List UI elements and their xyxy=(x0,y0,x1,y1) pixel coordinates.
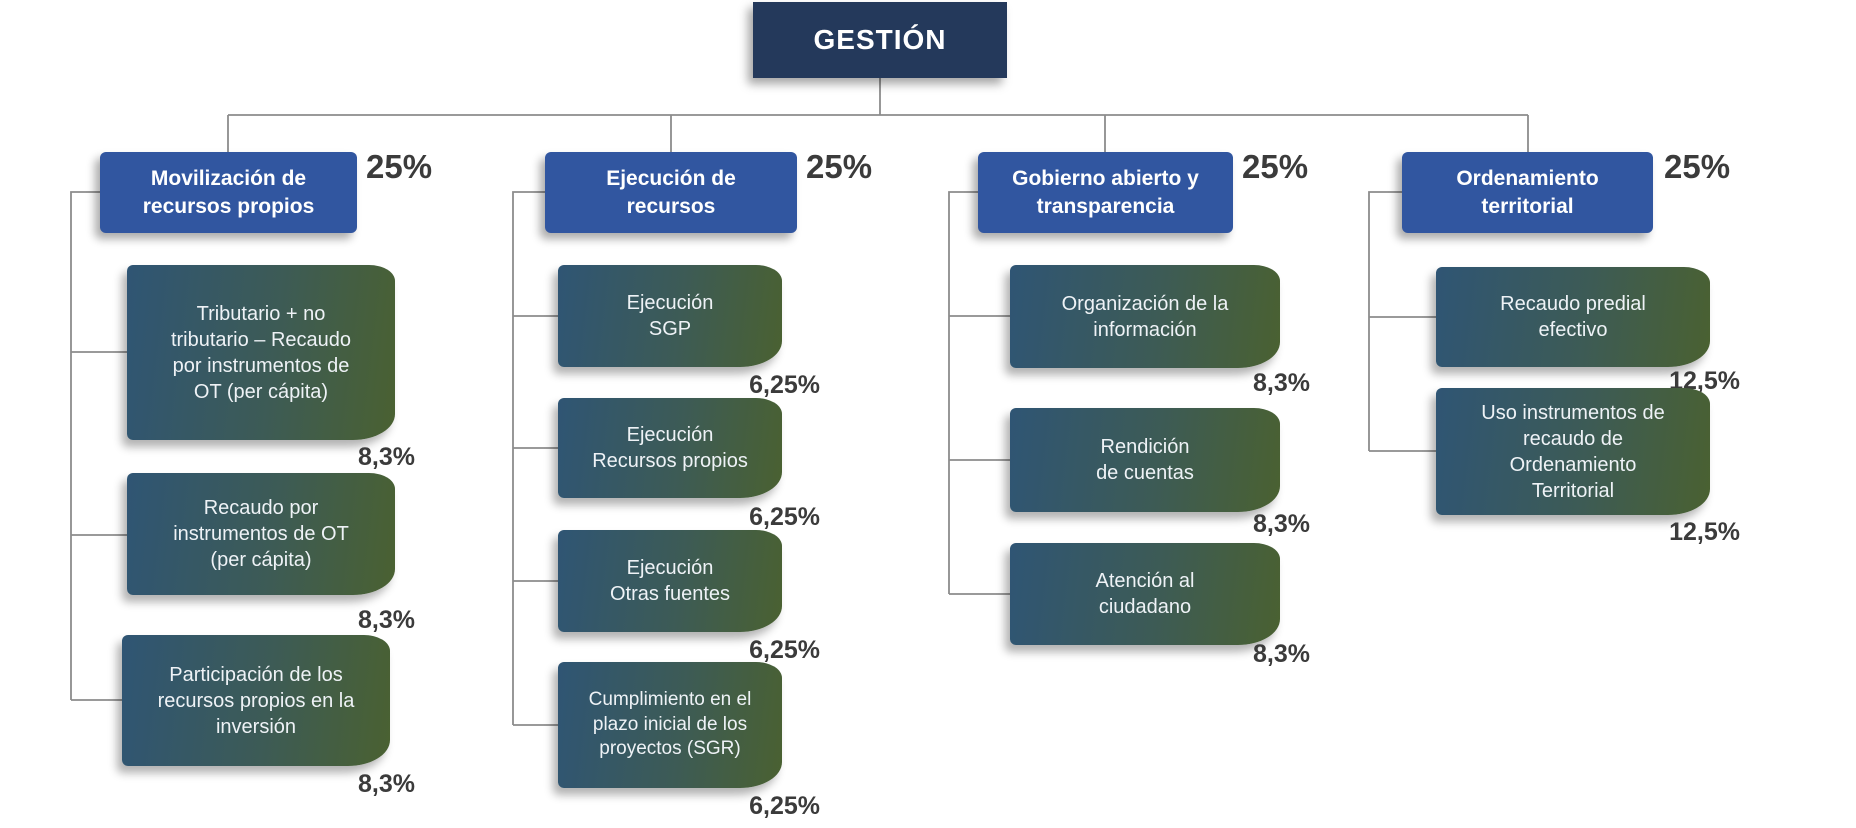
indicator-label: Recaudo por instrumentos de OT (per cápi… xyxy=(173,497,349,571)
indicator-label: Recaudo predial efectivo xyxy=(1500,293,1646,341)
indicator-weight: 8,3% xyxy=(1253,640,1310,668)
indicator-label: Ejecución SGP xyxy=(626,292,714,340)
indicator-label: Uso instrumentos de recaudo de Ordenamie… xyxy=(1481,401,1665,502)
indicator-label: Atención al ciudadano xyxy=(1095,570,1195,618)
branch-ejecucion-label: Ejecución de recursos xyxy=(606,167,736,218)
branch-gobierno-abierto-weight: 25% xyxy=(1242,148,1309,185)
indicator-weight: 6,25% xyxy=(749,636,820,664)
indicator-weight: 6,25% xyxy=(749,792,820,820)
branch-ordenamiento-label: Ordenamiento territorial xyxy=(1456,167,1599,218)
col3-spine xyxy=(948,191,1010,595)
indicator-label: Tributario + no tributario – Recaudo por… xyxy=(170,302,352,403)
indicator-organizacion-informacion: Organización de la información xyxy=(1010,265,1280,368)
branch-gobierno-abierto-label: Gobierno abierto y transparencia xyxy=(1012,167,1199,218)
indicator-label: Participación de los recursos propios en… xyxy=(157,663,355,738)
branch-movilizacion: Movilización de recursos propios xyxy=(100,152,357,233)
indicator-label: Ejecución Recursos propios xyxy=(592,424,748,472)
root-node-gestion: GESTIÓN xyxy=(753,2,1007,78)
branch-ejecucion-weight: 25% xyxy=(806,148,873,185)
indicator-weight: 6,25% xyxy=(749,503,820,531)
indicator-rendicion-cuentas: Rendición de cuentas xyxy=(1010,408,1280,512)
indicator-weight: 8,3% xyxy=(358,443,415,471)
indicator-weight: 12,5% xyxy=(1669,518,1740,546)
indicator-ejecucion-recursos-propios: Ejecución Recursos propios xyxy=(558,398,782,498)
indicator-uso-instrumentos-recaudo: Uso instrumentos de recaudo de Ordenamie… xyxy=(1436,388,1710,515)
indicator-recaudo-instrumentos-ot: Recaudo por instrumentos de OT (per cápi… xyxy=(127,473,395,595)
indicator-weight: 8,3% xyxy=(1253,369,1310,397)
indicator-label: Cumplimiento en el plazo inicial de los … xyxy=(588,688,752,760)
indicator-cumplimiento-plazo-sgr: Cumplimiento en el plazo inicial de los … xyxy=(558,662,782,788)
root-connector xyxy=(227,78,1529,152)
col4-spine xyxy=(1368,191,1436,452)
branch-gobierno-abierto: Gobierno abierto y transparencia xyxy=(978,152,1233,233)
indicator-ejecucion-otras-fuentes: Ejecución Otras fuentes xyxy=(558,530,782,632)
branch-ejecucion: Ejecución de recursos xyxy=(545,152,797,233)
indicator-label: Ejecución Otras fuentes xyxy=(609,557,731,605)
indicator-weight: 8,3% xyxy=(358,606,415,634)
indicator-weight: 6,25% xyxy=(749,371,820,399)
indicator-label: Organización de la información xyxy=(1061,292,1229,341)
indicator-label: Rendición de cuentas xyxy=(1096,436,1194,484)
indicator-weight: 8,3% xyxy=(1253,510,1310,538)
col2-spine xyxy=(512,191,558,726)
indicator-participacion-recursos-propios: Participación de los recursos propios en… xyxy=(122,635,390,766)
indicator-recaudo-predial: Recaudo predial efectivo xyxy=(1436,267,1710,367)
root-node-label: GESTIÓN xyxy=(813,24,947,55)
branch-ordenamiento: Ordenamiento territorial xyxy=(1402,152,1653,233)
branch-movilizacion-weight: 25% xyxy=(366,148,433,185)
indicator-tributario-no-tributario: Tributario + no tributario – Recaudo por… xyxy=(127,265,395,440)
indicator-atencion-ciudadano: Atención al ciudadano xyxy=(1010,543,1280,645)
branch-movilizacion-label: Movilización de recursos propios xyxy=(142,167,315,218)
indicator-ejecucion-sgp: Ejecución SGP xyxy=(558,265,782,367)
col1-spine xyxy=(70,191,127,701)
indicator-weight: 8,3% xyxy=(358,770,415,798)
branch-ordenamiento-weight: 25% xyxy=(1664,148,1731,185)
